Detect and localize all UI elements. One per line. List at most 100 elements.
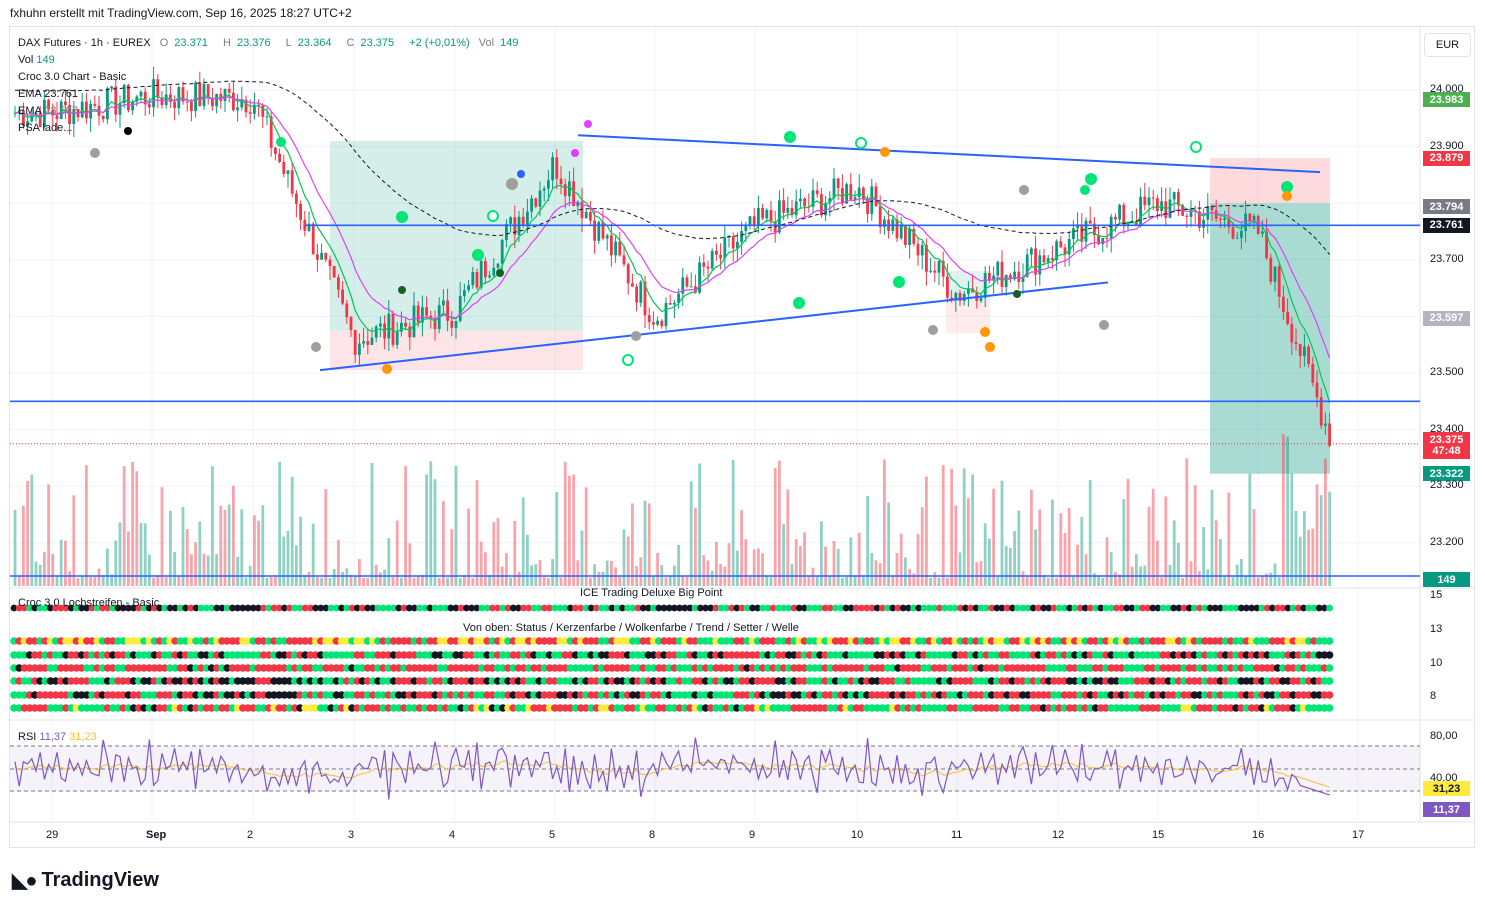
strip-dot [416,604,423,612]
strip-dot [41,677,49,685]
strip-dot [639,604,647,612]
legend-ema2-row[interactable]: EMA 23.597 [18,105,78,117]
strip-dot [208,604,216,612]
strip-dot [114,704,122,712]
volume-bar [316,577,319,586]
strip-dot [426,704,434,712]
candle-body [979,297,983,301]
strip-dot [452,691,460,699]
strip-dot [993,704,1001,712]
legend-ema2-value: 23.597 [44,105,78,117]
strip-dot [707,637,715,645]
strip-dot [675,637,684,645]
candle-body [135,96,139,102]
strip-dot [88,677,96,685]
strip-dot [379,664,388,672]
candle-body [232,92,235,111]
strip-dot [1305,637,1313,645]
strip-dot [337,637,346,645]
strip-dot [597,677,606,685]
strip-dot [904,651,913,659]
strip-dot [899,664,907,672]
volume-bar [736,550,739,586]
strip-dot [1060,677,1069,685]
strip-dot [535,704,543,712]
strip-dot [837,637,845,645]
legend-symbol[interactable]: DAX Futures · 1h · EUREX [18,37,151,49]
strip-dot [1320,664,1329,672]
strip-dot [67,704,75,712]
strip-dot [821,664,829,672]
candle-body [1067,239,1071,255]
strip-dot [15,637,23,645]
strip-dot [150,651,159,659]
signal-dot [631,331,641,341]
volume-bar [1055,577,1058,586]
candle-body [1227,218,1231,228]
strip-dot [1299,691,1308,699]
strip-dot [1029,704,1037,712]
strip-dot [592,691,601,699]
strip-dot [805,704,814,712]
strip-dot [592,637,601,645]
strip-dot [1190,664,1199,672]
volume-bar [471,577,475,586]
strip-dot [998,677,1006,685]
strip-dot [883,691,892,699]
strip-dot [353,651,362,659]
strip-dot [311,677,320,685]
strip-dot [473,691,481,699]
strip-dot [1263,637,1271,645]
strip-dot [88,651,96,659]
candle-body [93,104,97,106]
volume-bar [1231,577,1235,586]
volume-bar [320,577,323,586]
strip-dot [941,651,949,659]
volume-bar [72,495,76,586]
tradingview-logo[interactable]: ◣● TradingView [12,868,159,893]
volume-bar [433,479,437,586]
strip-dot [811,604,819,612]
strip-dot [431,677,440,685]
strip-dot [145,604,153,612]
strip-dot [852,664,861,672]
strip-dot [779,677,788,685]
legend-ema1-row[interactable]: EMA 23.761 [18,88,78,100]
candle-body [1147,197,1151,206]
strip-dot [213,691,221,699]
strip-dot [374,677,382,685]
candle-body [446,300,449,321]
candle-body [1223,218,1226,220]
volume-bar [946,577,949,586]
candle-body [899,225,903,239]
price-axis-label: 23.200 [1430,535,1464,548]
volume-bar [1076,544,1079,586]
strip-dot [379,704,388,712]
candle-body [908,228,911,245]
strip-dot [343,664,351,672]
currency-button[interactable]: EUR [1424,33,1471,57]
strip-dot [1206,704,1214,712]
strip-dot [1097,604,1105,612]
strip-dot [675,651,684,659]
strip-dot [733,651,741,659]
candle-body [265,116,269,118]
strip-dot [1325,704,1334,712]
strip-dot [1201,651,1209,659]
strip-dot [764,664,772,672]
strip-dot [1185,651,1193,659]
candle-body [736,241,739,249]
strip-dot [1227,651,1235,659]
volume-bar [1109,552,1113,586]
strip-dot [623,637,632,645]
legend-psa-row[interactable]: PSA lade... [18,122,73,134]
legend-croc-row[interactable]: Croc 3.0 Chart - Basic [18,71,127,83]
strip-dot [675,664,684,672]
strip-dot [135,691,143,699]
legend-volume-row[interactable]: Vol 149 [18,54,55,66]
strip-dot [322,691,330,699]
strip-dot [327,651,336,659]
strip-dot [468,604,475,612]
candle-body [391,313,395,345]
